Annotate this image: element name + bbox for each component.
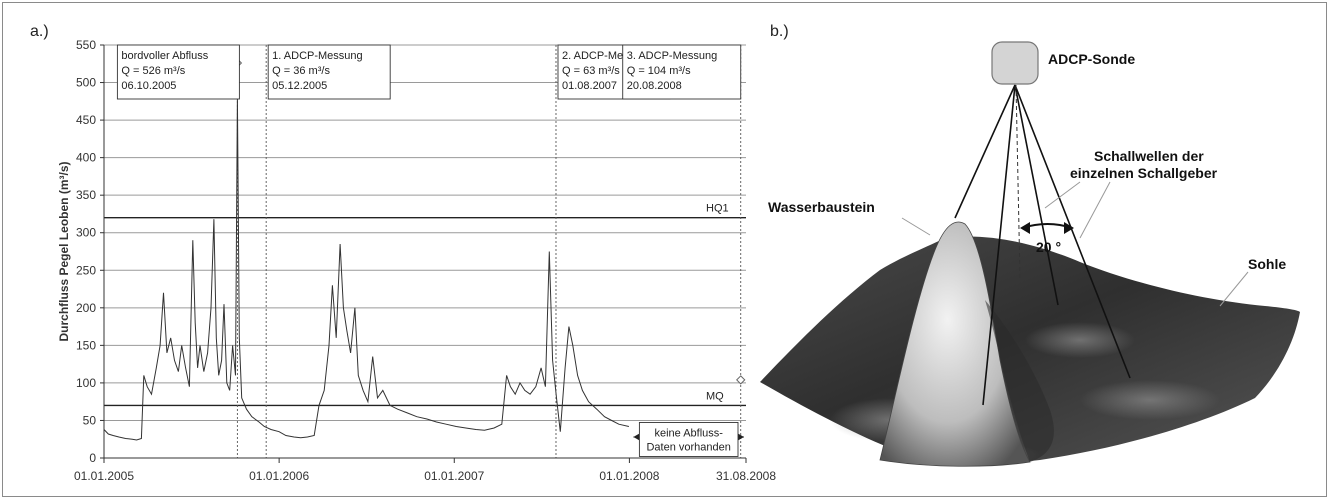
y-tick-label: 400 <box>76 151 96 165</box>
annotation-text: Q = 104 m³/s <box>627 65 691 77</box>
no-data-text: keine Abfluss- <box>654 427 723 439</box>
no-data-arrowhead <box>737 432 744 441</box>
panel-label-a: a.) <box>30 23 49 40</box>
y-tick-label: 150 <box>76 338 96 352</box>
bed-highlight <box>1025 322 1135 358</box>
reference-label-hq1: HQ1 <box>706 203 729 215</box>
y-axis-label: Durchfluss Pegel Leoben (m³/s) <box>57 161 71 341</box>
reference-lines: HQ1 MQ <box>104 203 746 407</box>
y-tick-label: 200 <box>76 301 96 315</box>
y-tick-label: 0 <box>89 451 96 465</box>
leader-line <box>1044 181 1081 209</box>
bed-label: Sohle <box>1248 256 1286 272</box>
stone-shadow <box>985 300 1054 462</box>
angle-label: 20 ° <box>1036 239 1061 255</box>
annotation-text: 3. ADCP-Messung <box>627 50 717 62</box>
beams-label-line1: Schallwellen der <box>1094 148 1204 164</box>
stone-label: Wasserbaustein <box>768 199 875 215</box>
hydraulic-stone <box>879 221 1031 467</box>
y-tick-label: 500 <box>76 76 96 90</box>
no-data-text: Daten vorhanden <box>646 441 730 453</box>
panel-label-b: b.) <box>770 23 789 40</box>
sonar-beam <box>1014 84 1059 306</box>
y-tick-label: 50 <box>83 413 97 427</box>
annotation-box <box>622 44 742 100</box>
sonar-beam <box>982 84 1016 406</box>
beams-label-line2: einzelnen Schallgeber <box>1070 165 1218 181</box>
y-tick-label: 250 <box>76 263 96 277</box>
annotation-text: 06.10.2005 <box>121 80 176 92</box>
x-tick-label: 01.01.2005 <box>74 469 134 483</box>
leader-line <box>1079 181 1111 239</box>
bed-highlight <box>1080 380 1220 420</box>
y-tick-label: 100 <box>76 376 96 390</box>
annotation-box <box>116 44 240 100</box>
probe-label: ADCP-Sonde <box>1048 51 1135 67</box>
annotation-text: 1. ADCP-Messung <box>272 50 362 62</box>
discharge-series-line <box>103 97 630 441</box>
x-tick-label: 31.08.2008 <box>716 469 776 483</box>
data-marker <box>736 375 746 385</box>
annotation-text: Q = 36 m³/s <box>272 65 330 77</box>
leader-line <box>901 217 931 236</box>
x-tick-label: 01.01.2006 <box>249 469 309 483</box>
y-tick-label: 450 <box>76 113 96 127</box>
annotation-text: 05.12.2005 <box>272 80 327 92</box>
annotation-text: Q = 63 m³/s <box>562 65 620 77</box>
x-tick-label: 01.01.2008 <box>599 469 659 483</box>
reference-label-mq: MQ <box>706 390 724 402</box>
y-tick-label: 350 <box>76 188 96 202</box>
y-tick-label: 550 <box>76 38 96 52</box>
annotation-text: Q = 526 m³/s <box>121 65 185 77</box>
sonar-beam <box>954 84 1016 219</box>
leader-line <box>1219 271 1249 307</box>
annotation-box <box>267 44 391 100</box>
sonar-beam <box>1014 84 1131 379</box>
axes: 0 50 100 150 200 250 300 350 400 450 500 550 01.01.2… <box>74 38 776 483</box>
angle-arrow <box>1020 222 1030 234</box>
x-tick-label: 01.01.2007 <box>424 469 484 483</box>
annotation-text: 20.08.2008 <box>627 80 682 92</box>
y-tick-label: 300 <box>76 226 96 240</box>
no-data-box <box>638 422 739 457</box>
annotation-text: bordvoller Abfluss <box>121 50 208 62</box>
adcp-probe <box>991 41 1039 85</box>
no-data-arrowhead <box>633 432 641 441</box>
annotation-text: 01.08.2007 <box>562 80 617 92</box>
annotations: bordvoller Abfluss Q = 526 m³/s 06.10.2005… <box>116 44 744 457</box>
angle-arrow <box>1064 222 1074 234</box>
